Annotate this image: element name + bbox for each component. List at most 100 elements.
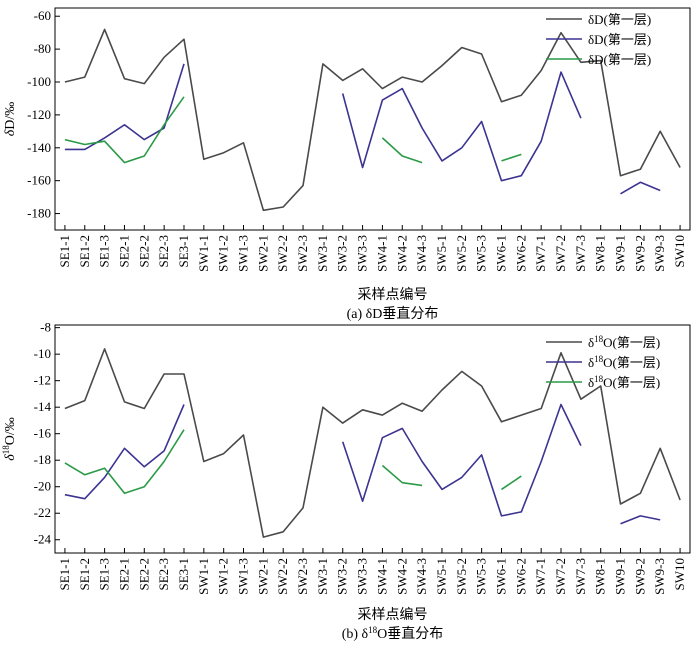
x-tick-label: SW8-1 (593, 235, 608, 272)
x-tick-label: SW4-2 (394, 558, 409, 595)
x-tick-label: SW1-2 (216, 558, 231, 595)
legend-label-3: δD(第一层) (588, 52, 651, 67)
x-tick-label: SW3-3 (355, 235, 370, 272)
x-tick-label: SW9-3 (652, 235, 667, 272)
series-line-1 (64, 28, 681, 212)
legend-label-1: δ18O(第一层) (588, 334, 660, 350)
y-tick-label: -24 (34, 532, 52, 547)
x-tick-label: SW6-2 (513, 235, 528, 272)
x-tick-label: SW4-3 (414, 235, 429, 272)
x-tick-label: SW2-3 (295, 235, 310, 272)
x-axis-title: 采样点编号 (358, 287, 428, 303)
x-tick-label: SW9-1 (613, 558, 628, 595)
x-tick-label: SE2-2 (136, 558, 151, 591)
y-tick-label: -22 (34, 505, 51, 520)
x-tick-label: SW3-2 (335, 235, 350, 272)
x-tick-label: SE1-1 (57, 235, 72, 268)
x-tick-label: SE1-3 (97, 235, 112, 268)
y-tick-label: -16 (34, 426, 52, 441)
x-tick-label: SW2-2 (275, 235, 290, 272)
y-tick-label: -180 (27, 206, 51, 221)
x-tick-label: SW4-1 (374, 558, 389, 595)
plot-frame (54, 7, 691, 231)
x-tick-label: SE1-2 (77, 235, 92, 268)
series-line-2 (64, 63, 661, 195)
x-tick-label: SW2-3 (295, 558, 310, 595)
x-tick-label: SW9-2 (632, 558, 647, 595)
x-tick-label: SW7-2 (553, 235, 568, 272)
x-tick-label: SW3-1 (315, 558, 330, 595)
x-tick-label: SW8-1 (593, 558, 608, 595)
x-tick-label: SE2-1 (116, 558, 131, 591)
legend-label-1: δD(第一层) (588, 12, 651, 27)
panel-caption: (a) δD垂直分布 (347, 305, 439, 322)
x-tick-label: SE1-2 (77, 558, 92, 591)
x-tick-label: SW10 (672, 235, 687, 268)
x-tick-label: SE2-3 (156, 558, 171, 591)
x-tick-label: SW6-1 (493, 235, 508, 272)
y-tick-label: -80 (34, 41, 51, 56)
x-tick-label: SW9-1 (613, 235, 628, 272)
y-tick-label: -100 (27, 74, 51, 89)
x-tick-label: SE3-1 (176, 235, 191, 268)
x-tick-label: SW7-1 (533, 558, 548, 595)
x-tick-label: SW1-1 (196, 558, 211, 595)
x-tick-label: SW1-1 (196, 235, 211, 272)
series-line-3 (64, 429, 522, 495)
y-tick-label: -160 (27, 173, 51, 188)
x-tick-label: SW1-3 (236, 235, 251, 272)
x-tick-label: SW3-3 (355, 558, 370, 595)
x-tick-label: SW4-1 (374, 235, 389, 272)
y-tick-label: -12 (34, 373, 51, 388)
x-tick-label: SE2-2 (136, 235, 151, 268)
y-tick-label: -10 (34, 346, 51, 361)
x-tick-label: SW9-2 (632, 235, 647, 272)
legend: δD(第一层) δD(第一层) δD(第一层) (546, 12, 651, 67)
x-tick-label: SE2-1 (116, 235, 131, 268)
x-tick-label: SW5-3 (474, 558, 489, 595)
x-tick-label: SW6-2 (513, 558, 528, 595)
x-tick-label: SW5-1 (434, 558, 449, 595)
x-tick-label: SW4-2 (394, 235, 409, 272)
x-tick-label: SW3-2 (335, 558, 350, 595)
x-tick-label: SW2-1 (255, 235, 270, 272)
y-tick-label: -14 (34, 399, 52, 414)
series-line-3 (64, 96, 522, 164)
legend-label-3: δ18O(第一层) (588, 374, 660, 390)
y-axis-title: δD/‰ (3, 102, 18, 137)
plot-frame (54, 324, 691, 554)
x-tick-label: SE1-1 (57, 558, 72, 591)
x-tick-label: SW5-1 (434, 235, 449, 272)
x-tick-label: SW5-2 (454, 558, 469, 595)
x-tick-label: SW1-3 (236, 558, 251, 595)
x-tick-label: SE3-1 (176, 558, 191, 591)
series-line-2 (64, 403, 661, 525)
x-tick-label: SW1-2 (216, 235, 231, 272)
y-tick-label: -8 (40, 320, 51, 335)
y-tick-label: -20 (34, 479, 51, 494)
legend-label-2: δD(第一层) (588, 32, 651, 47)
x-tick-label: SW7-3 (573, 235, 588, 272)
x-tick-label: SW3-1 (315, 235, 330, 272)
legend: δ18O(第一层) δ18O(第一层) δ18O(第一层) (546, 334, 660, 390)
x-tick-label: SW10 (672, 558, 687, 591)
chart-panel-a: -60 -80 -100 -120 -140 -160 -180 SE1-1 SE1-2 SE1-… (3, 7, 691, 322)
x-tick-label: SW6-1 (493, 558, 508, 595)
x-tick-label: SW9-3 (652, 558, 667, 595)
y-tick-label: -140 (27, 140, 51, 155)
x-tick-label: SW4-3 (414, 558, 429, 595)
y-tick-label: -18 (34, 452, 51, 467)
legend-label-2: δ18O(第一层) (588, 354, 660, 370)
panel-caption: (b) δ18O垂直分布 (342, 625, 444, 642)
x-tick-label: SW2-2 (275, 558, 290, 595)
series-line-1 (64, 348, 681, 538)
x-tick-label: SE1-3 (97, 558, 112, 591)
x-tick-label: SW7-2 (553, 558, 568, 595)
y-tick-label: -120 (27, 107, 51, 122)
y-axis-title: δ18O/‰ (1, 417, 18, 461)
y-tick-label: -60 (34, 8, 51, 23)
x-tick-label: SW7-3 (573, 558, 588, 595)
x-tick-label: SW5-2 (454, 235, 469, 272)
x-tick-label: SW7-1 (533, 235, 548, 272)
